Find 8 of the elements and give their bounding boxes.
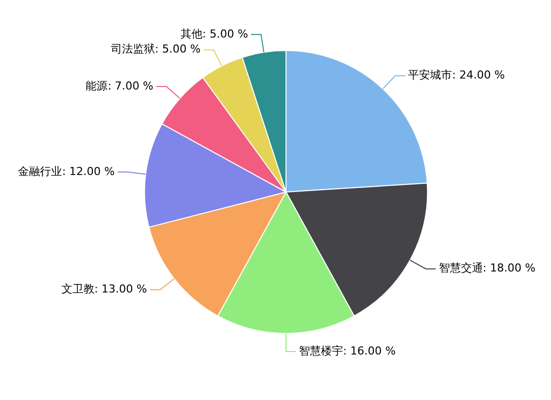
slice-label: 智慧交通: 18.00 % [438,262,536,275]
slice-label: 平安城市: 24.00 % [408,68,505,82]
slice-label: 文卫教: 13.00 % [61,282,147,296]
slice-label: 能源: 7.00 % [86,79,154,92]
slice-label: 司法监狱: 5.00 % [110,42,201,56]
slice-label: 智慧楼宇: 16.00 % [299,344,396,358]
slice-label: 其他: 5.00 % [180,27,248,40]
slice-label: 金融行业: 12.00 % [18,164,115,178]
